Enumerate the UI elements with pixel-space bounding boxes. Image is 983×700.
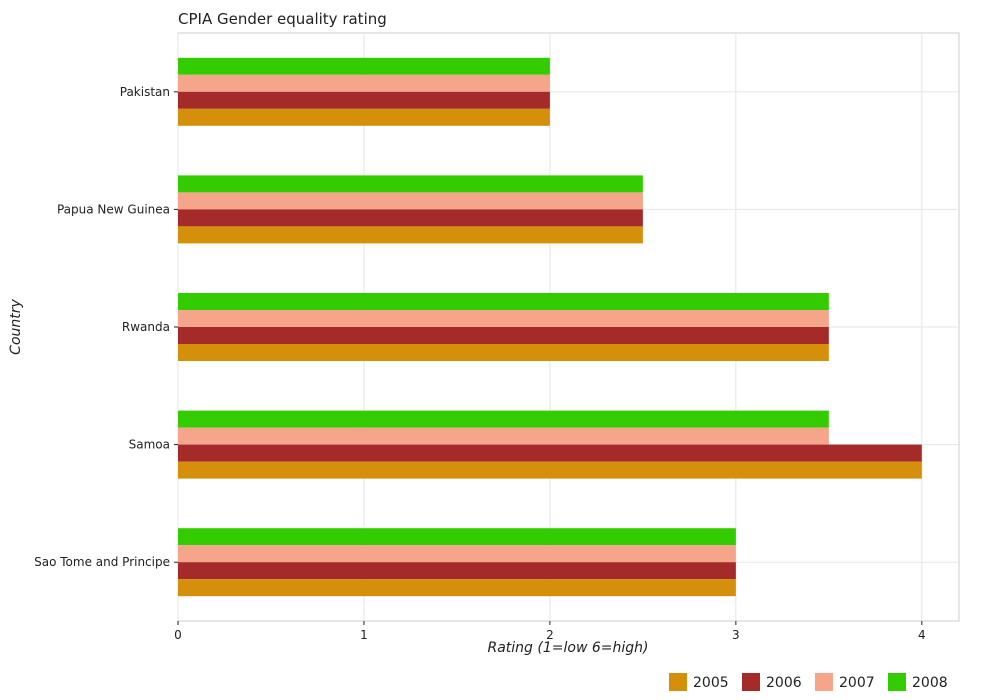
bar-2005-papua-new-guinea [178, 226, 643, 243]
bar-2006-samoa [178, 445, 922, 462]
y-tick-label: Sao Tome and Principe [34, 555, 170, 569]
bar-2005-pakistan [178, 109, 550, 126]
x-tick-label: 1 [360, 628, 368, 642]
legend-swatch-2005 [669, 673, 687, 691]
legend-label-2008: 2008 [912, 675, 948, 691]
bar-2008-papua-new-guinea [178, 175, 643, 192]
bar-2007-sao-tome-and-principe [178, 545, 736, 562]
legend-swatch-2006 [742, 673, 760, 691]
bar-2006-rwanda [178, 327, 829, 344]
bar-2008-samoa [178, 411, 829, 428]
y-tick-label: Samoa [129, 438, 170, 452]
bar-2008-sao-tome-and-principe [178, 528, 736, 545]
bar-2005-sao-tome-and-principe [178, 579, 736, 596]
bar-2007-pakistan [178, 75, 550, 92]
y-axis-label: Country [8, 298, 24, 354]
bar-2007-papua-new-guinea [178, 192, 643, 209]
y-tick-labels: Pakistan Papua New Guinea Rwanda Samoa Sao T… [34, 85, 178, 569]
bar-2008-pakistan [178, 58, 550, 75]
bar-2006-sao-tome-and-principe [178, 562, 736, 579]
legend-swatch-2008 [888, 673, 906, 691]
bar-2005-rwanda [178, 344, 829, 361]
x-axis-label: Rating (1=low 6=high) [488, 640, 649, 656]
bar-2005-samoa [178, 462, 922, 479]
chart-title: CPIA Gender equality rating [178, 10, 387, 28]
y-tick-label: Rwanda [122, 320, 170, 334]
bar-2007-rwanda [178, 310, 829, 327]
legend-label-2007: 2007 [839, 675, 875, 691]
bar-2006-pakistan [178, 92, 550, 109]
legend-swatch-2007 [815, 673, 833, 691]
y-tick-label: Pakistan [120, 85, 170, 99]
x-tick-label: 4 [918, 628, 926, 642]
bar-2006-papua-new-guinea [178, 209, 643, 226]
legend-label-2006: 2006 [766, 675, 802, 691]
x-tick-label: 0 [174, 628, 182, 642]
y-tick-label: Papua New Guinea [57, 202, 170, 216]
legend: 2005 2006 2007 2008 [669, 673, 948, 691]
x-tick-label: 3 [732, 628, 740, 642]
bar-2007-samoa [178, 428, 829, 445]
bar-2008-rwanda [178, 293, 829, 310]
legend-label-2005: 2005 [693, 675, 729, 691]
